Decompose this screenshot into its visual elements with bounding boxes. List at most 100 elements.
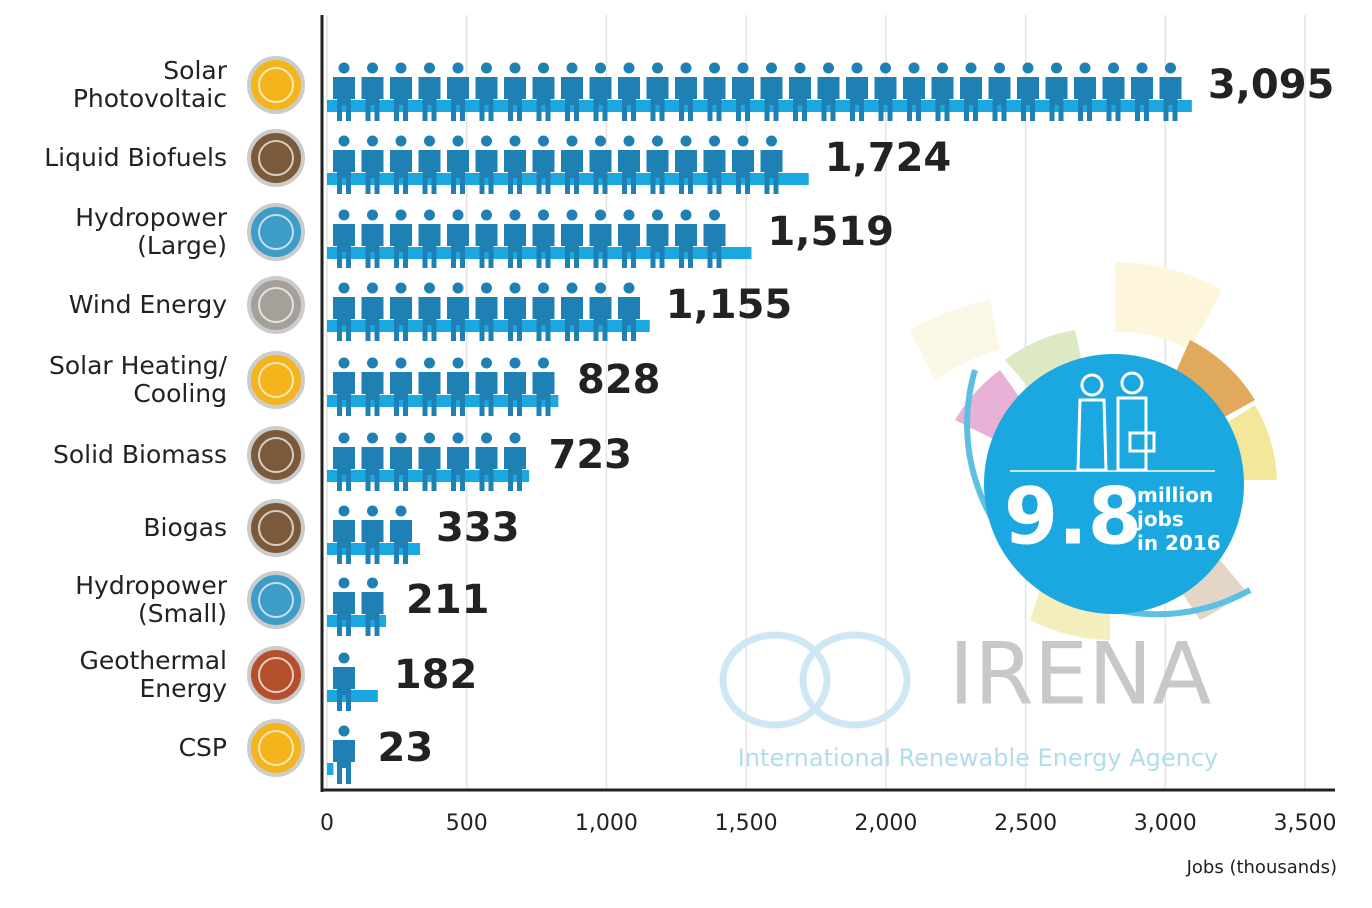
- person-icons: [333, 282, 640, 341]
- person-body: [646, 224, 669, 268]
- value-label: 723: [549, 432, 633, 478]
- person-head: [851, 62, 863, 74]
- person-body: [703, 77, 726, 121]
- person-head: [652, 62, 663, 74]
- person-head: [367, 135, 378, 147]
- person-head: [538, 282, 549, 294]
- category-icon-inner: [258, 582, 294, 618]
- person-body: [903, 77, 925, 121]
- x-tick-label: 3,000: [1134, 811, 1197, 836]
- person-body: [333, 77, 355, 121]
- value-label: 182: [394, 652, 478, 698]
- person-body: [760, 77, 783, 121]
- person-body: [589, 297, 612, 341]
- inset-decoration: [910, 262, 1277, 640]
- person-body: [618, 297, 640, 341]
- person-body: [475, 224, 498, 268]
- category-icon: [247, 276, 305, 334]
- deco-arc: [1030, 590, 1110, 640]
- person-head: [509, 62, 521, 74]
- person-body: [361, 77, 384, 121]
- category-icon: [247, 203, 305, 261]
- category-icon-inner: [258, 362, 294, 398]
- person-body: [447, 150, 469, 194]
- person-head: [680, 135, 692, 147]
- person-body: [361, 150, 384, 194]
- person-body: [447, 224, 469, 268]
- person-head: [623, 135, 635, 147]
- logo-mark: [719, 631, 911, 729]
- person-body: [732, 150, 754, 194]
- person-body: [333, 297, 355, 341]
- x-tick-label: 1,500: [715, 811, 778, 836]
- person-head: [395, 135, 407, 147]
- person-head: [566, 282, 578, 294]
- person-icons: [333, 725, 355, 784]
- person-body: [504, 372, 526, 416]
- category-icon-inner: [258, 214, 294, 250]
- person-body: [475, 372, 498, 416]
- person-head: [338, 725, 350, 737]
- person-body: [561, 297, 583, 341]
- person-body: [333, 520, 355, 564]
- x-axis-label: Jobs (thousands): [1186, 857, 1337, 878]
- category-label: Wind Energy: [68, 290, 227, 319]
- person-head: [424, 135, 435, 147]
- person-head: [595, 62, 606, 74]
- deco-arc: [1115, 262, 1222, 350]
- category-label: Geothermal Energy: [79, 646, 227, 703]
- person-head: [338, 282, 350, 294]
- person-head: [823, 62, 834, 74]
- x-tick-label: 1,000: [575, 811, 638, 836]
- person-icons: [333, 135, 783, 194]
- person-body: [390, 297, 412, 341]
- person-head: [709, 62, 720, 74]
- person-body: [361, 224, 384, 268]
- person-body: [504, 297, 526, 341]
- category-icon-inner: [258, 730, 294, 766]
- person-head: [794, 62, 806, 74]
- person-head: [965, 62, 977, 74]
- person-body: [333, 224, 355, 268]
- person-body: [817, 77, 840, 121]
- person-body: [333, 447, 355, 491]
- person-head: [566, 135, 578, 147]
- person-head: [452, 432, 464, 444]
- x-tick-label: 3,500: [1274, 811, 1337, 836]
- person-body: [390, 520, 412, 564]
- person-head: [509, 432, 521, 444]
- person-head: [367, 357, 378, 369]
- person-body: [361, 297, 384, 341]
- person-head: [595, 209, 606, 221]
- person-head: [994, 62, 1005, 74]
- person-head: [908, 62, 920, 74]
- person-head: [452, 209, 464, 221]
- person-body: [646, 77, 669, 121]
- value-label: 828: [577, 357, 661, 403]
- category-label: Biogas: [143, 513, 227, 542]
- person-body: [447, 77, 469, 121]
- person-body: [1159, 77, 1182, 121]
- person-body: [532, 77, 555, 121]
- category-label: Solar Photovoltaic: [72, 56, 227, 113]
- person-head: [395, 432, 407, 444]
- person-head: [652, 209, 663, 221]
- person-body: [390, 77, 412, 121]
- person-body: [675, 224, 697, 268]
- x-tick-label: 0: [320, 811, 334, 836]
- person-head: [367, 62, 378, 74]
- person-body: [561, 77, 583, 121]
- person-head: [452, 357, 464, 369]
- person-body: [789, 77, 811, 121]
- category-icon: [247, 646, 305, 704]
- category-label: Solid Biomass: [53, 440, 227, 469]
- person-head: [538, 357, 549, 369]
- bar: [327, 395, 559, 407]
- person-head: [680, 62, 692, 74]
- deco-arc: [910, 300, 1000, 380]
- category-icon: [247, 56, 305, 114]
- person-head: [652, 135, 663, 147]
- person-head: [395, 62, 407, 74]
- person-head: [338, 505, 350, 517]
- person-head: [880, 62, 891, 74]
